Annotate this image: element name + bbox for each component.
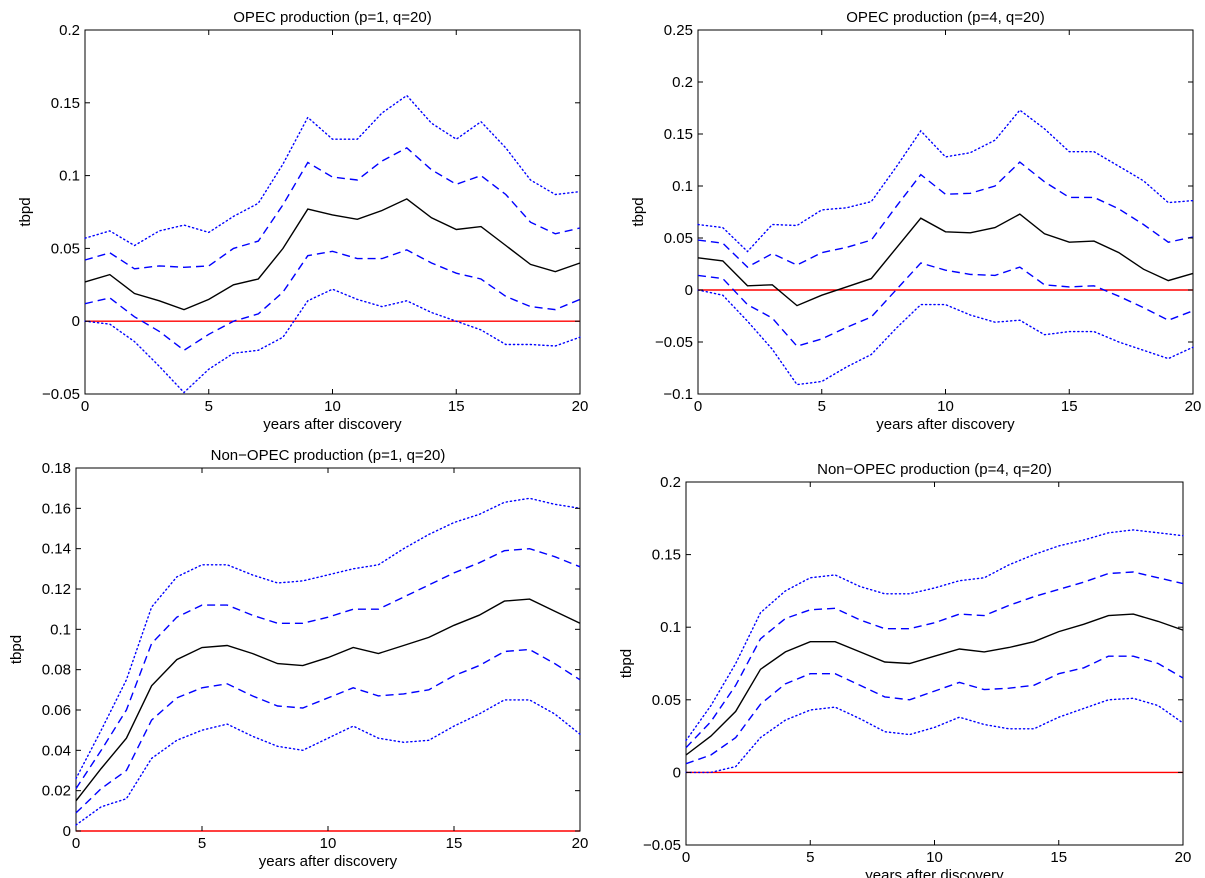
- series-lower-outer: [84, 288, 581, 394]
- series-upper-inner: [75, 547, 581, 789]
- series-upper-inner: [697, 161, 1194, 268]
- y-tick-label: 0.15: [652, 547, 681, 564]
- y-tick-label: 0.05: [652, 692, 681, 709]
- x-tick-label: 20: [1185, 398, 1202, 415]
- x-tick-label: 15: [446, 835, 463, 852]
- y-axis-label: tbpd: [8, 635, 25, 664]
- x-tick-label: 15: [1050, 849, 1067, 866]
- series-upper-inner: [84, 147, 581, 270]
- y-tick-label: 0.2: [660, 474, 681, 491]
- x-tick-label: 0: [72, 835, 80, 852]
- y-tick-label: 0.2: [59, 22, 80, 39]
- x-tick-label: 10: [320, 835, 337, 852]
- series-upper-inner: [685, 571, 1184, 749]
- series-lower-outer: [75, 699, 581, 826]
- y-axis-label: tbpd: [17, 197, 34, 226]
- plot-frame: [84, 29, 581, 395]
- series-lower-inner: [685, 655, 1184, 765]
- y-tick-label: 0.05: [664, 230, 693, 247]
- x-tick-label: 5: [205, 398, 213, 415]
- chart-panel-3: 0 5 10 15 20 0 0.02 0.04 0.06 0.08 0.1 0.12 0.14 0.16…: [8, 447, 588, 870]
- x-tick-label: 5: [806, 849, 814, 866]
- series-upper-outer: [75, 497, 581, 780]
- chart-panel-2: 0 5 10 15 20 −0.1 −0.05 0 0.05 0.1 0.15 0.2 0.25 OPEC…: [630, 9, 1201, 433]
- chart-title: OPEC production (p=1, q=20): [233, 9, 431, 26]
- x-tick-label: 10: [324, 398, 341, 415]
- series-lower-outer: [697, 289, 1194, 386]
- y-tick-label: 0.05: [51, 240, 80, 257]
- series-lower-inner: [75, 648, 581, 814]
- series-upper-outer: [84, 94, 581, 247]
- series-median: [84, 198, 581, 311]
- x-tick-label: 20: [572, 398, 589, 415]
- y-tick-label: 0.08: [42, 662, 71, 679]
- y-tick-label: 0.2: [672, 74, 693, 91]
- y-tick-label: 0.16: [42, 500, 71, 517]
- series-median: [75, 598, 581, 802]
- x-tick-label: 20: [1175, 849, 1192, 866]
- y-tick-label: 0.18: [42, 460, 71, 477]
- y-tick-label: 0.14: [42, 541, 71, 558]
- chart-title: Non−OPEC production (p=1, q=20): [211, 447, 446, 464]
- y-tick-label: −0.05: [655, 334, 693, 351]
- y-tick-label: 0.1: [59, 168, 80, 185]
- x-tick-label: 10: [937, 398, 954, 415]
- chart-title: Non−OPEC production (p=4, q=20): [817, 461, 1052, 478]
- y-tick-label: 0: [685, 282, 693, 299]
- plot-frame: [697, 29, 1194, 395]
- chart-title: OPEC production (p=4, q=20): [846, 9, 1044, 26]
- series-median: [697, 213, 1194, 307]
- y-axis-label: tbpd: [618, 649, 635, 678]
- y-tick-label: 0: [63, 823, 71, 840]
- x-tick-label: 15: [448, 398, 465, 415]
- x-axis-label: years after discovery: [259, 853, 398, 870]
- x-tick-label: 5: [198, 835, 206, 852]
- x-tick-label: 0: [81, 398, 89, 415]
- y-tick-label: 0.1: [660, 619, 681, 636]
- x-tick-label: 5: [818, 398, 826, 415]
- y-tick-label: 0.1: [672, 178, 693, 195]
- series-lower-outer: [685, 697, 1184, 774]
- y-tick-label: 0.12: [42, 581, 71, 598]
- series-upper-outer: [685, 529, 1184, 742]
- y-tick-label: 0.1: [50, 621, 71, 638]
- series-lower-inner: [84, 249, 581, 352]
- y-tick-label: −0.05: [643, 837, 681, 854]
- y-tick-label: 0.02: [42, 783, 71, 800]
- y-tick-label: 0.15: [664, 126, 693, 143]
- x-axis-label: years after discovery: [876, 416, 1015, 433]
- y-tick-label: 0: [673, 764, 681, 781]
- y-tick-label: 0.06: [42, 702, 71, 719]
- plot-frame: [75, 467, 581, 832]
- y-tick-label: 0.15: [51, 95, 80, 112]
- series-lower-inner: [697, 262, 1194, 347]
- series-median: [685, 613, 1184, 756]
- x-tick-label: 15: [1061, 398, 1078, 415]
- y-tick-label: 0: [72, 313, 80, 330]
- y-tick-label: 0.04: [42, 742, 71, 759]
- y-axis-label: tbpd: [630, 197, 647, 226]
- y-tick-label: −0.05: [42, 386, 80, 403]
- y-tick-label: −0.1: [663, 386, 693, 403]
- x-tick-label: 10: [926, 849, 943, 866]
- x-axis-label: years after discovery: [865, 867, 1004, 878]
- y-tick-label: 0.25: [664, 22, 693, 39]
- x-axis-label: years after discovery: [263, 416, 402, 433]
- x-tick-label: 0: [694, 398, 702, 415]
- x-tick-label: 0: [682, 849, 690, 866]
- plot-frame: [685, 481, 1184, 846]
- x-tick-label: 20: [572, 835, 589, 852]
